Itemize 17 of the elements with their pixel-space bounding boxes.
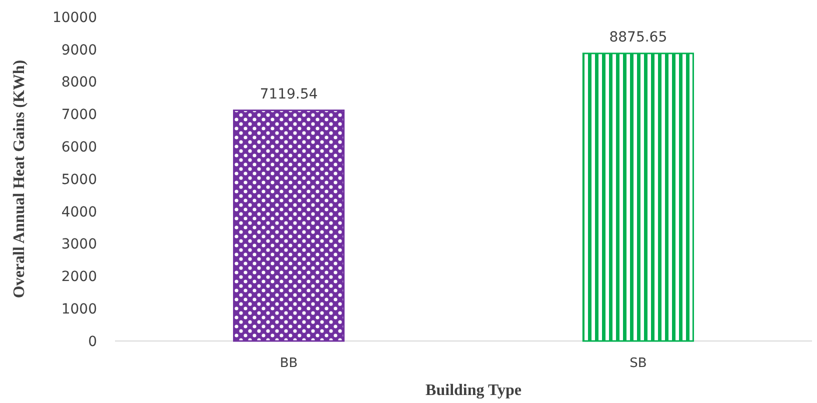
y-tick-label: 0 [88,334,97,350]
data-label: 7119.54 [260,86,318,102]
x-axis-title: Building Type [426,382,522,399]
y-tick-label: 10000 [52,10,97,26]
y-tick-label: 9000 [61,42,97,58]
y-tick-label: 5000 [61,172,97,188]
x-tick-label: BB [280,356,298,371]
x-tick-label: SB [630,356,647,371]
y-tick-label: 2000 [61,269,97,286]
y-tick-label: 4000 [61,204,97,220]
data-label: 8875.65 [609,29,668,46]
y-tick-label: 6000 [61,140,97,156]
y-axis-title: Overall Annual Heat Gains (KWh) [11,60,28,298]
y-tick-label: 8000 [61,74,97,91]
y-tick-label: 7000 [61,107,97,124]
y-tick-label: 1000 [61,302,97,318]
y-tick-label: 3000 [61,236,97,253]
